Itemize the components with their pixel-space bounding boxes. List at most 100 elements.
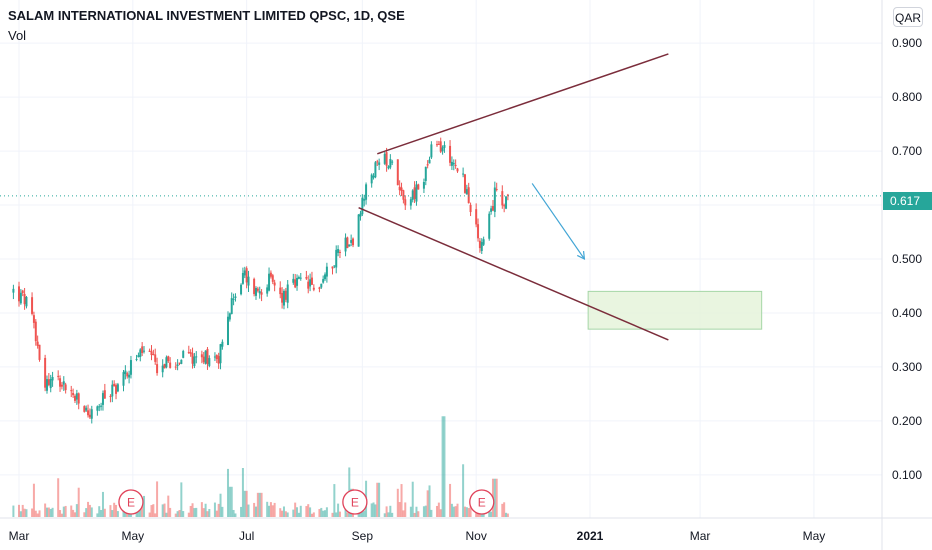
- candle-body: [426, 164, 429, 166]
- candle-body: [122, 372, 125, 386]
- volume-bar: [36, 513, 39, 517]
- candle-body: [109, 396, 112, 398]
- candle-body: [268, 273, 271, 291]
- earnings-marker[interactable]: E: [342, 489, 368, 515]
- volume-bar: [165, 512, 168, 517]
- candle-body: [75, 393, 78, 400]
- volume-bar: [129, 512, 132, 517]
- volume-bar: [338, 511, 341, 517]
- grid-lines: [0, 0, 882, 518]
- candle-body: [128, 374, 131, 378]
- candle-body: [281, 292, 284, 303]
- candle-body: [83, 406, 86, 412]
- candle-body: [297, 277, 300, 279]
- candle-body: [150, 351, 153, 356]
- volume-bar: [34, 510, 37, 517]
- candle-body: [383, 153, 386, 164]
- candle-body: [143, 350, 146, 352]
- candle-body: [361, 197, 364, 215]
- candle-body: [376, 161, 379, 163]
- candle-body: [260, 292, 263, 295]
- volume-bar: [154, 513, 157, 517]
- x-tick-label: May: [803, 529, 826, 543]
- candle-body: [449, 145, 452, 163]
- volume-bar: [413, 512, 416, 517]
- volume-bar: [346, 512, 349, 517]
- candle-body: [124, 370, 127, 375]
- volume-bar: [266, 501, 269, 517]
- volume-bar: [59, 510, 62, 517]
- volume-bar: [12, 505, 15, 517]
- candle-body: [47, 379, 50, 385]
- volume-bar: [437, 502, 440, 517]
- volume-bar: [505, 512, 508, 517]
- earnings-marker[interactable]: E: [469, 489, 495, 515]
- volume-bar: [467, 508, 470, 517]
- volume-bar: [493, 478, 496, 517]
- target-zone-box: [587, 290, 763, 330]
- volume-bar: [217, 503, 220, 517]
- volume-bar: [226, 468, 229, 517]
- candle-body: [129, 360, 132, 375]
- currency-button[interactable]: QAR: [893, 7, 923, 27]
- earnings-marker[interactable]: E: [118, 489, 144, 515]
- volume-bar: [322, 510, 325, 517]
- volume-bar: [45, 507, 48, 517]
- candle-body: [333, 265, 336, 267]
- earnings-circle: [118, 489, 144, 515]
- volume-bar: [271, 505, 274, 517]
- volume-bar: [506, 513, 509, 517]
- candle-body: [19, 292, 22, 304]
- candle-body: [501, 191, 504, 206]
- volume-bar: [182, 511, 185, 517]
- volume-bar: [70, 505, 73, 517]
- volume-bar: [193, 508, 196, 517]
- candle-body: [378, 162, 381, 165]
- volume-bar: [47, 507, 50, 517]
- volume-bar: [73, 512, 76, 517]
- candle-body: [32, 315, 35, 323]
- candle-body: [243, 270, 246, 276]
- candle-body: [372, 176, 375, 178]
- volume-bar: [85, 508, 88, 517]
- x-tick-label: Sep: [352, 529, 374, 543]
- volume-bar: [318, 509, 321, 517]
- candle-body: [126, 373, 129, 377]
- volume-bar: [83, 512, 86, 517]
- volume-bar: [281, 510, 284, 517]
- volume-bar: [333, 484, 336, 517]
- candle-body: [98, 406, 101, 408]
- x-tick-label: Mar: [690, 529, 711, 543]
- volume-bar: [213, 502, 216, 517]
- candle-body: [322, 279, 325, 283]
- volume-bar: [426, 490, 429, 517]
- candle-body: [45, 379, 48, 391]
- candle-body: [90, 409, 93, 419]
- candle-body: [454, 164, 457, 166]
- volume-bar: [256, 492, 259, 517]
- price-candles: [12, 137, 509, 424]
- volume-bar: [337, 503, 340, 517]
- volume-bar: [208, 509, 211, 517]
- candle-body: [331, 266, 334, 269]
- candle-body: [57, 375, 60, 377]
- candle-body: [156, 364, 159, 374]
- candle-body: [228, 313, 231, 320]
- candle-body: [44, 357, 47, 388]
- candle-body: [115, 385, 118, 394]
- volume-indicator-label[interactable]: Vol: [8, 28, 27, 43]
- candle-body: [456, 168, 459, 172]
- candle-body: [113, 383, 116, 387]
- volume-bar: [396, 488, 399, 517]
- candle-body: [503, 205, 506, 207]
- candle-body: [363, 199, 366, 201]
- candle-body: [154, 354, 157, 362]
- volume-bar: [161, 504, 164, 517]
- candle-body: [165, 357, 168, 368]
- volume-bar: [219, 493, 222, 517]
- candle-body: [169, 362, 172, 368]
- candle-body: [294, 279, 297, 288]
